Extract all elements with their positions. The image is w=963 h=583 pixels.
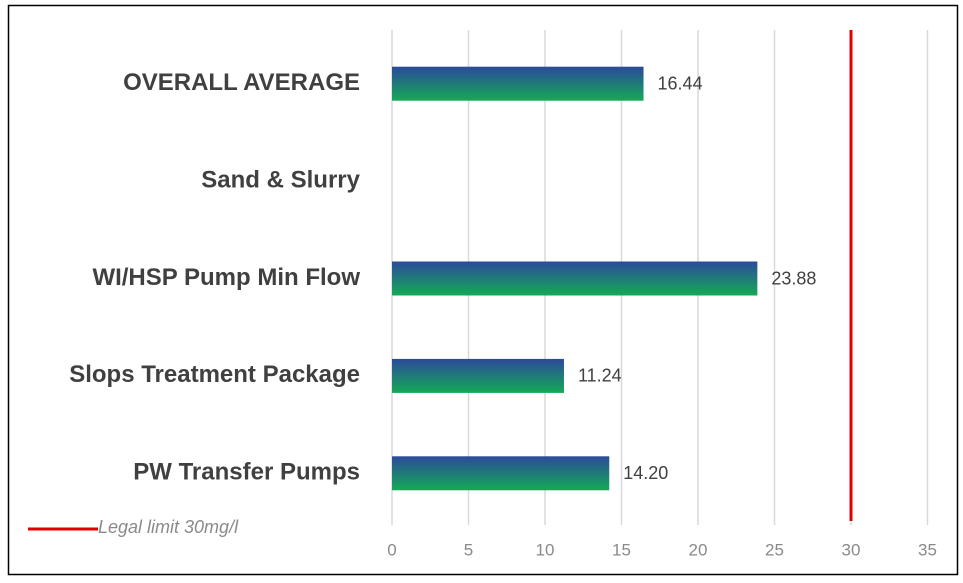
y-tick-label: PW Transfer Pumps bbox=[133, 459, 360, 486]
data-label: 11.24 bbox=[578, 366, 622, 386]
data-label: 14.20 bbox=[623, 463, 668, 483]
bar bbox=[392, 66, 644, 101]
x-tick-label: 25 bbox=[765, 540, 784, 559]
data-label: 16.44 bbox=[658, 73, 703, 93]
x-tick-label: 20 bbox=[689, 540, 708, 559]
legend-label: Legal limit 30mg/l bbox=[98, 517, 239, 537]
x-tick-label: 5 bbox=[464, 540, 473, 559]
bar bbox=[392, 456, 610, 491]
x-tick-label: 10 bbox=[536, 540, 555, 559]
bar bbox=[392, 261, 758, 296]
x-tick-label: 30 bbox=[842, 540, 861, 559]
data-label: 23.88 bbox=[771, 268, 816, 288]
x-tick-label: 0 bbox=[387, 540, 396, 559]
y-tick-label: Sand & Slurry bbox=[201, 166, 360, 193]
y-tick-label: WI/HSP Pump Min Flow bbox=[92, 264, 360, 291]
y-tick-label: Slops Treatment Package bbox=[69, 361, 360, 388]
x-tick-label: 35 bbox=[918, 540, 937, 559]
x-tick-label: 15 bbox=[612, 540, 631, 559]
bar bbox=[392, 358, 564, 393]
y-tick-label: OVERALL AVERAGE bbox=[123, 69, 360, 96]
